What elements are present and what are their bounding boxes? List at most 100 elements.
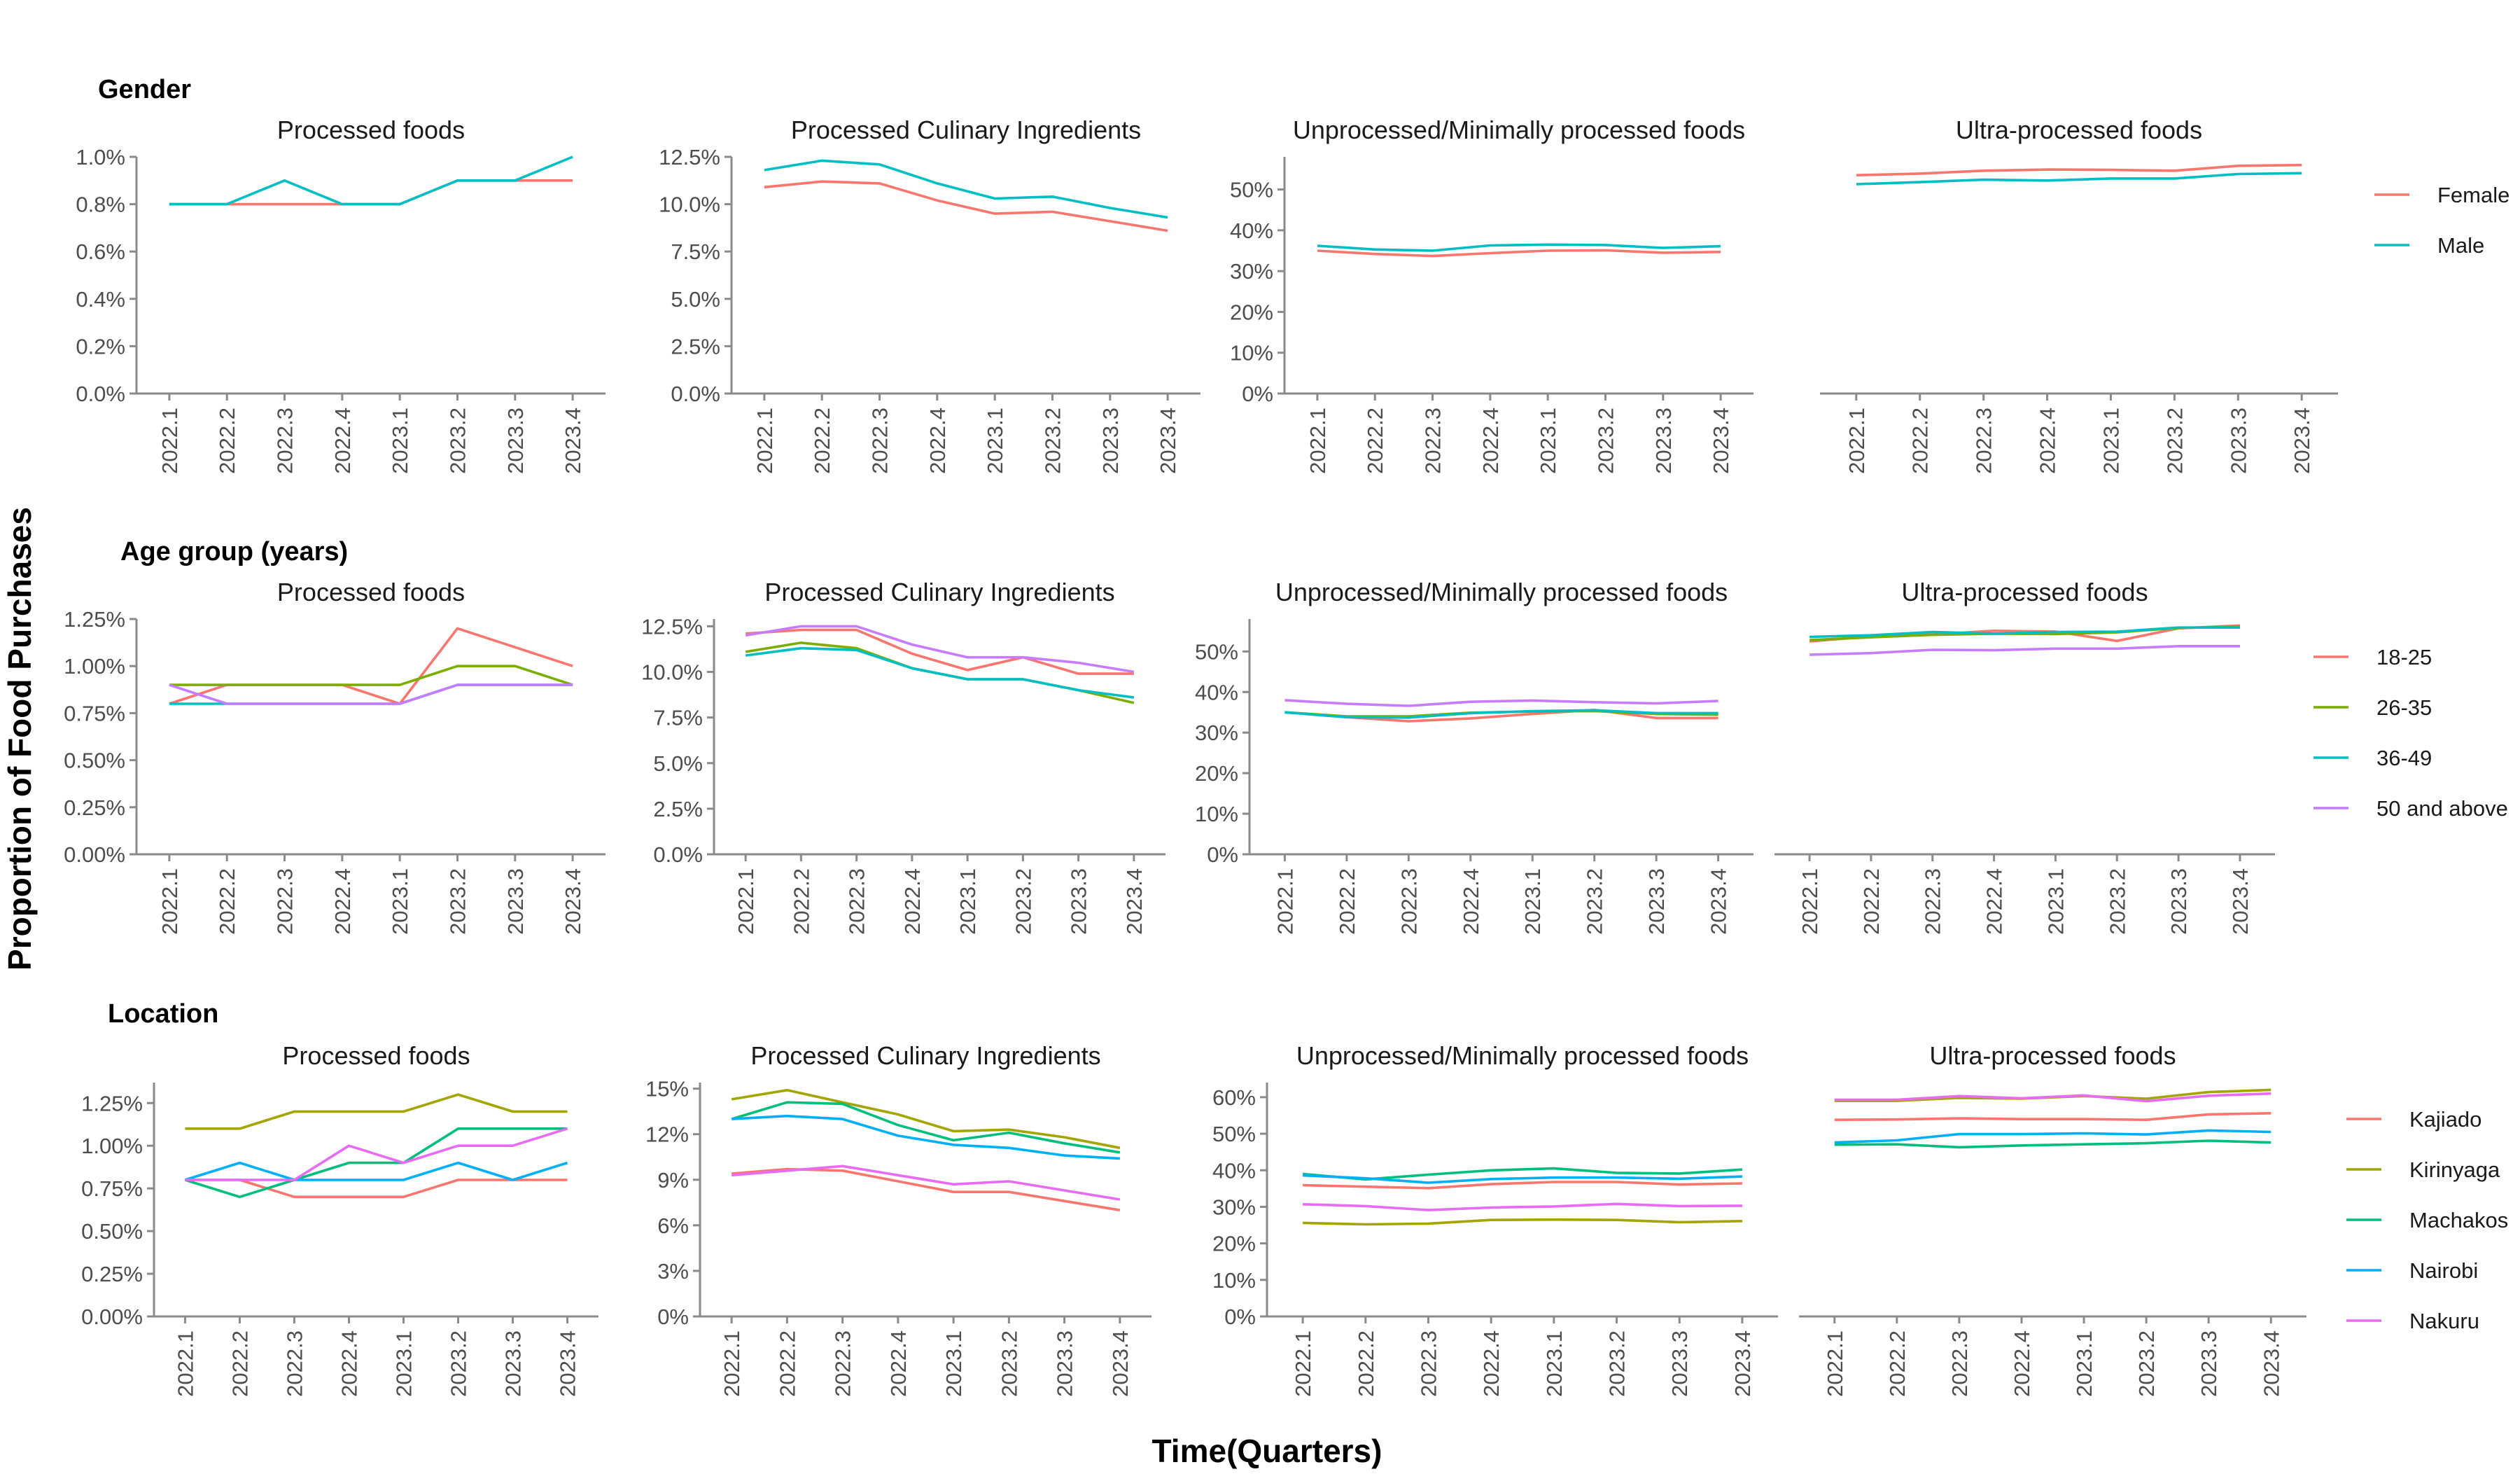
- y-tick-label: 9%: [657, 1168, 689, 1193]
- panel-title: Processed foods: [277, 116, 465, 144]
- series-line-kirinyaga: [1303, 1218, 1742, 1226]
- x-tick-label: 2022.2: [1908, 408, 1933, 474]
- x-tick-label: 2023.3: [2166, 868, 2191, 935]
- series-line-50-and-above: [169, 683, 573, 705]
- x-tick-label: 2022.1: [1306, 408, 1330, 474]
- legend-label: Kirinyaga: [2409, 1157, 2500, 1182]
- x-tick-label: 2023.1: [2072, 1330, 2096, 1397]
- x-tick-label: 2022.4: [1478, 408, 1503, 474]
- y-tick-label: 10%: [1230, 341, 1273, 366]
- y-tick-label: 20%: [1212, 1232, 1256, 1256]
- x-tick-label: 2022.3: [282, 1330, 307, 1397]
- y-tick-label: 0%: [1207, 842, 1238, 867]
- y-tick-label: 0.0%: [671, 382, 720, 406]
- series-line-machakos: [731, 1101, 1121, 1154]
- panel-title: Ultra-processed foods: [1929, 1041, 2176, 1070]
- x-tick-label: 2023.1: [388, 868, 412, 935]
- y-tick-label: 40%: [1230, 218, 1273, 243]
- x-tick-label: 2023.4: [561, 408, 585, 474]
- series-line-50-and-above: [1809, 644, 2240, 656]
- y-tick-label: 30%: [1212, 1195, 1256, 1219]
- x-tick-label: 2022.3: [273, 868, 298, 935]
- series-line-kajiado: [1303, 1181, 1742, 1190]
- y-tick-label: 5.0%: [671, 287, 720, 312]
- x-tick-label: 2022.3: [273, 408, 298, 474]
- legend-label: Nairobi: [2409, 1258, 2478, 1283]
- x-tick-label: 2022.2: [215, 868, 239, 935]
- x-tick-label: 2023.4: [2228, 868, 2253, 935]
- x-tick-label: 2023.2: [1593, 408, 1618, 474]
- x-tick-label: 2022.3: [845, 868, 869, 935]
- x-tick-label: 2023.3: [2197, 1330, 2221, 1397]
- x-axis-title: Time(Quarters): [1152, 1433, 1382, 1469]
- x-tick-label: 2022.2: [1335, 868, 1359, 935]
- x-tick-label: 2023.2: [997, 1330, 1021, 1397]
- y-tick-label: 10.0%: [641, 660, 703, 685]
- panel-title: Ultra-processed foods: [1956, 116, 2202, 144]
- x-tick-label: 2023.1: [388, 408, 412, 474]
- y-tick-label: 0.00%: [64, 842, 125, 867]
- x-tick-label: 2023.2: [1011, 868, 1035, 935]
- x-tick-label: 2023.4: [2290, 408, 2314, 474]
- series-line-female: [764, 180, 1168, 232]
- y-tick-label: 2.5%: [671, 334, 720, 359]
- series-line-nairobi: [1303, 1174, 1742, 1184]
- x-tick-label: 2022.4: [1982, 868, 2007, 935]
- legend-label: Female: [2437, 183, 2510, 207]
- y-tick-label: 7.5%: [653, 706, 703, 730]
- x-tick-label: 2022.1: [752, 408, 777, 474]
- x-tick-label: 2023.1: [392, 1330, 416, 1397]
- x-tick-label: 2023.3: [1053, 1330, 1077, 1397]
- x-tick-label: 2023.3: [1067, 868, 1091, 935]
- y-tick-label: 0.75%: [81, 1176, 143, 1201]
- panel: Processed Culinary Ingredients 0% 3% 6% 9% 12…: [645, 1041, 1152, 1397]
- legend: Female Male: [2374, 183, 2510, 258]
- panel: Unprocessed/Minimally processed foods 0% 1…: [1230, 116, 1754, 474]
- y-tick-label: 0.6%: [76, 239, 125, 264]
- x-tick-label: 2023.4: [561, 868, 585, 935]
- series-line-male: [1856, 172, 2302, 186]
- x-tick-label: 2023.2: [1040, 408, 1065, 474]
- y-tick-label: 5.0%: [653, 751, 703, 776]
- series-line-nairobi: [732, 1114, 1120, 1160]
- y-tick-label: 10%: [1195, 802, 1238, 826]
- y-tick-label: 12.5%: [659, 145, 720, 169]
- series-line-26-35: [169, 665, 573, 686]
- y-tick-label: 50%: [1212, 1122, 1256, 1146]
- legend-label: Kajiado: [2409, 1107, 2482, 1132]
- x-tick-label: 2022.4: [925, 408, 950, 474]
- legend-label: Nakuru: [2409, 1309, 2479, 1333]
- x-tick-label: 2022.4: [900, 868, 925, 935]
- x-tick-label: 2023.3: [501, 1330, 526, 1397]
- y-tick-label: 0.25%: [81, 1262, 143, 1286]
- panel-title: Ultra-processed foods: [1901, 578, 2148, 606]
- x-tick-label: 2022.1: [1798, 868, 1822, 935]
- panel: Processed foods 0.0% 0.2% 0.4% 0.6% 0.8% 1.0% 2…: [76, 116, 606, 474]
- series-line-male: [764, 159, 1168, 219]
- y-tick-label: 0.25%: [64, 795, 125, 820]
- panel-title: Processed Culinary Ingredients: [791, 116, 1141, 144]
- x-tick-label: 2022.1: [734, 868, 758, 935]
- y-tick-label: 2.5%: [653, 797, 703, 821]
- x-tick-label: 2022.2: [215, 408, 239, 474]
- series-line-kajiado: [185, 1178, 568, 1199]
- x-tick-label: 2022.3: [1396, 868, 1421, 935]
- x-tick-label: 2023.3: [1651, 408, 1676, 474]
- y-axis-title: Proportion of Food Purchases: [1, 507, 38, 971]
- x-tick-label: 2022.2: [789, 868, 813, 935]
- y-tick-label: 0.00%: [81, 1305, 143, 1329]
- x-tick-label: 2022.3: [1421, 408, 1446, 474]
- panel-title: Unprocessed/Minimally processed foods: [1293, 116, 1745, 144]
- series-line-50-and-above: [1284, 699, 1718, 707]
- x-tick-label: 2023.4: [1730, 1330, 1755, 1397]
- series-line-female: [1856, 163, 2302, 176]
- panel: Processed foods 0.00% 0.25% 0.50% 0.75% 1.00%…: [64, 578, 606, 935]
- panel: Processed Culinary Ingredients 0.0% 2.5% 5.…: [641, 578, 1166, 935]
- y-tick-label: 6%: [657, 1214, 689, 1238]
- y-tick-label: 0.75%: [64, 701, 125, 725]
- series-line-female: [1317, 249, 1721, 258]
- y-tick-label: 0.0%: [76, 382, 125, 406]
- group-title: Location: [108, 999, 218, 1029]
- x-tick-label: 2023.2: [2134, 1330, 2159, 1397]
- x-tick-label: 2023.4: [1108, 1330, 1133, 1397]
